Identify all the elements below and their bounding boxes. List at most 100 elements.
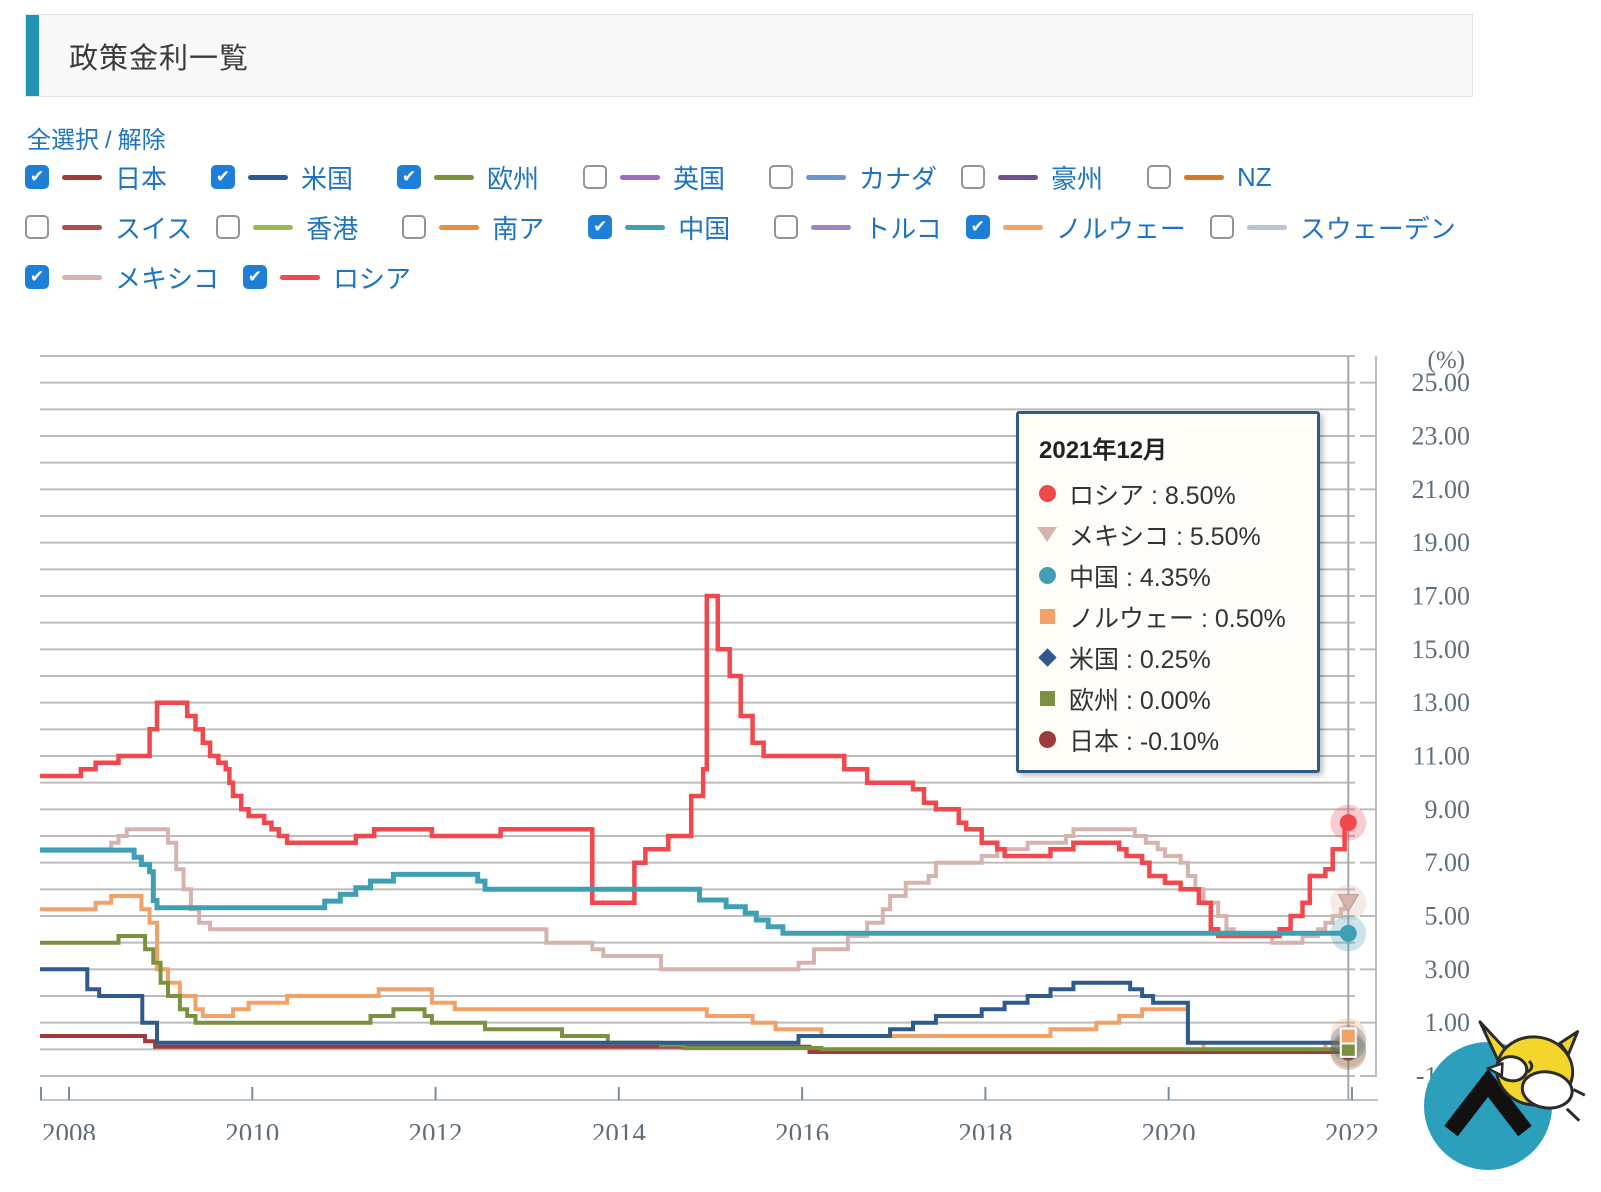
y-tick-label: 21.00: [1412, 475, 1471, 504]
checkbox-メキシコ[interactable]: ✔: [25, 265, 49, 289]
series-color-swatch: [1184, 174, 1225, 180]
checkbox-スイス[interactable]: [25, 215, 49, 239]
series-color-swatch: [62, 274, 102, 280]
policy-rate-chart[interactable]: 25.00 23.00 21.00 19.00 17.00 15.00 13.00 11.00…: [0, 330, 1601, 1140]
end-marker-ノルウェー: [1339, 1027, 1357, 1045]
page-title: 政策金利一覧: [69, 42, 250, 75]
square-marker-icon: [1037, 609, 1057, 624]
series-color-swatch: [998, 174, 1039, 180]
x-tick-label: 2012: [409, 1118, 463, 1140]
checkbox-英国[interactable]: [583, 165, 607, 189]
series-line-メキシコ: [40, 827, 1349, 972]
legend-item-欧州: ✔ 欧州: [397, 159, 559, 196]
checkbox-日本[interactable]: ✔: [25, 165, 49, 189]
legend-label-スウェーデン[interactable]: スウェーデン: [1299, 213, 1456, 244]
tooltip-row-ロシア: ロシア : 8.50%: [1037, 473, 1299, 514]
checkbox-NZ[interactable]: [1147, 165, 1172, 189]
x-tick-label: 2022: [1325, 1118, 1379, 1140]
x-tick-label: 2020: [1142, 1118, 1196, 1140]
tooltip-row-欧州: 欧州 : 0.00%: [1037, 678, 1299, 719]
series-color-swatch: [62, 174, 102, 180]
legend-label-米国[interactable]: 米国: [301, 163, 354, 194]
series-line-米国: [40, 967, 1349, 1045]
tooltip-row-米国: 米国 : 0.25%: [1037, 637, 1299, 678]
select-all-link[interactable]: 全選択: [27, 127, 99, 154]
end-marker-ロシア: [1339, 814, 1357, 832]
checkbox-カナダ[interactable]: [769, 165, 793, 189]
series-color-swatch: [280, 274, 321, 280]
tooltip-value-text: メキシコ : 5.50%: [1069, 522, 1261, 551]
checkbox-ノルウェー[interactable]: ✔: [965, 215, 990, 239]
series-color-swatch: [1246, 224, 1287, 230]
checkbox-欧州[interactable]: ✔: [397, 165, 421, 189]
checkbox-香港[interactable]: [216, 215, 241, 239]
square-marker-icon: [1037, 691, 1057, 706]
legend-bulk-links: 全選択 / 解除: [27, 120, 166, 155]
checkbox-米国[interactable]: ✔: [211, 165, 235, 189]
x-tick-label: 2008: [42, 1118, 96, 1140]
mascot-bird: [1478, 1020, 1586, 1122]
triangle-down-marker-icon: [1037, 527, 1057, 542]
legend-label-メキシコ[interactable]: メキシコ: [115, 263, 220, 294]
legend-label-スイス[interactable]: スイス: [115, 213, 193, 244]
links-separator: /: [105, 127, 112, 154]
tooltip-row-ノルウェー: ノルウェー : 0.50%: [1037, 596, 1299, 637]
circle-marker-icon: [1037, 731, 1057, 748]
checkbox-スウェーデン[interactable]: [1209, 215, 1234, 239]
tooltip-value-text: 米国 : 0.25%: [1069, 645, 1211, 674]
legend-label-ロシア[interactable]: ロシア: [333, 263, 412, 294]
legend-item-トルコ: トルコ: [774, 209, 942, 246]
tooltip-rows: ロシア : 8.50% メキシコ : 5.50% 中国 : 4.35% ノルウェー :…: [1037, 473, 1299, 760]
legend-item-NZ: NZ: [1147, 162, 1309, 193]
legend-item-香港: 香港: [216, 209, 378, 246]
y-tick-label: 23.00: [1412, 422, 1471, 451]
legend-item-米国: ✔ 米国: [211, 159, 373, 196]
checkbox-南ア[interactable]: [402, 215, 427, 239]
series-color-swatch: [811, 224, 852, 230]
tooltip-value-text: ノルウェー : 0.50%: [1069, 604, 1286, 633]
tooltip-date: 2021年12月: [1039, 437, 1168, 464]
y-tick-label: 19.00: [1412, 528, 1471, 557]
checkbox-ロシア[interactable]: ✔: [243, 265, 268, 289]
legend-label-中国[interactable]: 中国: [678, 213, 731, 244]
scroll-to-top-button[interactable]: [1420, 1018, 1601, 1187]
y-axis-unit-label: (%): [1428, 347, 1465, 374]
legend-row: ✔ 日本 ✔ 米国 ✔ 欧州 英国 カナダ 豪州 NZ: [25, 152, 1585, 202]
checkbox-豪州[interactable]: [961, 165, 986, 189]
legend-label-カナダ[interactable]: カナダ: [859, 163, 938, 194]
tooltip-value-text: 日本 : -0.10%: [1069, 727, 1220, 756]
legend-label-南ア[interactable]: 南ア: [492, 213, 545, 244]
legend-label-NZ[interactable]: NZ: [1237, 161, 1272, 192]
series-color-swatch: [62, 224, 102, 230]
x-tick-label: 2018: [958, 1118, 1012, 1140]
legend-label-トルコ[interactable]: トルコ: [864, 213, 942, 244]
legend-rows: ✔ 日本 ✔ 米国 ✔ 欧州 英国 カナダ 豪州 NZ スイス 香港 南ア ✔ 中国 トルコ ✔ ノルウェー スウェ…: [25, 152, 1585, 302]
legend-item-中国: ✔ 中国: [588, 209, 750, 246]
y-tick-label: 3.00: [1425, 955, 1471, 984]
legend-item-英国: 英国: [583, 159, 745, 196]
legend-label-英国[interactable]: 英国: [673, 163, 726, 194]
legend-item-ロシア: ✔ ロシア: [243, 259, 411, 296]
chevron-up-icon: [1444, 1069, 1532, 1137]
page-header: 政策金利一覧: [25, 14, 1473, 97]
legend-item-スイス: スイス: [25, 209, 192, 246]
legend-label-豪州[interactable]: 豪州: [1051, 163, 1104, 194]
series-line-中国: [40, 847, 1349, 936]
deselect-link[interactable]: 解除: [117, 127, 166, 154]
legend-label-日本[interactable]: 日本: [115, 163, 168, 194]
tooltip-row-日本: 日本 : -0.10%: [1037, 719, 1299, 760]
y-tick-label: 1.00: [1425, 1008, 1471, 1037]
series-color-swatch: [248, 174, 288, 180]
legend-item-スウェーデン: スウェーデン: [1209, 209, 1456, 246]
checkbox-トルコ[interactable]: [774, 215, 799, 239]
series-line-ノルウェー: [40, 894, 1349, 1052]
legend-item-カナダ: カナダ: [769, 159, 937, 196]
legend-item-日本: ✔ 日本: [25, 159, 187, 196]
legend-label-欧州[interactable]: 欧州: [487, 163, 540, 194]
y-tick-label: 17.00: [1412, 582, 1471, 611]
legend-label-ノルウェー[interactable]: ノルウェー: [1055, 213, 1186, 244]
checkbox-中国[interactable]: ✔: [588, 215, 613, 239]
series-color-swatch: [434, 174, 474, 180]
series-color-swatch: [439, 224, 480, 230]
legend-label-香港[interactable]: 香港: [306, 213, 359, 244]
